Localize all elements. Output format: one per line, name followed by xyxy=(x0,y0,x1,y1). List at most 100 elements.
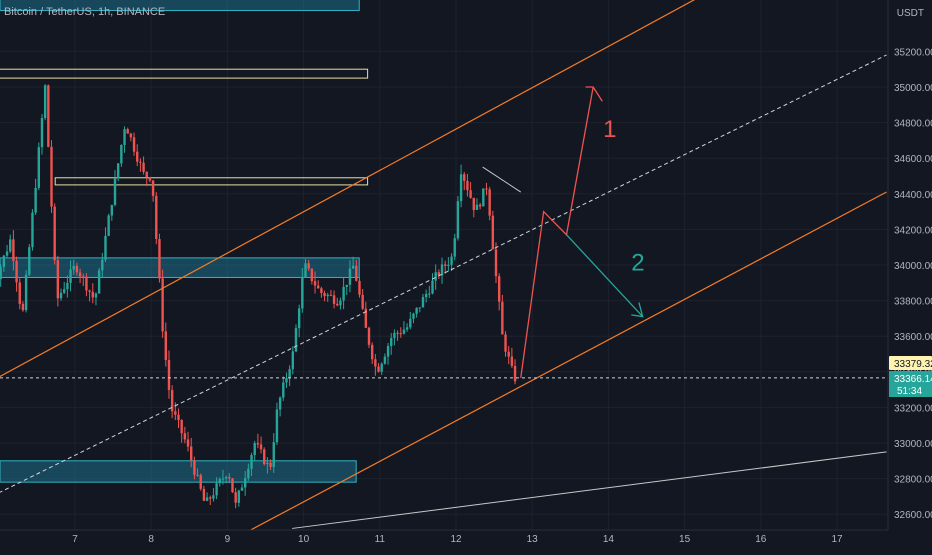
candle-body xyxy=(59,292,63,299)
candle-body xyxy=(148,177,152,181)
price-tick-label: 32600.00 xyxy=(894,510,932,521)
candle-body xyxy=(63,289,66,293)
candle-body xyxy=(142,162,145,172)
candle-body xyxy=(199,475,202,489)
candle-body xyxy=(78,272,82,277)
candle-body xyxy=(434,272,437,281)
drawings: 12 xyxy=(0,0,888,531)
time-tick-label: 13 xyxy=(527,534,539,545)
candle-body xyxy=(329,294,333,296)
candle-body xyxy=(164,331,168,360)
candle-body xyxy=(472,197,475,210)
time-tick-label: 8 xyxy=(148,534,154,545)
candle-body xyxy=(2,255,6,267)
candle-body xyxy=(85,276,88,291)
candle-body xyxy=(364,308,368,328)
candle-body xyxy=(180,419,183,434)
candle-body xyxy=(405,327,409,330)
candle-body xyxy=(170,390,174,412)
candle-body xyxy=(304,263,307,278)
current-price-label: 33366.14 xyxy=(894,374,932,385)
last-price-badge: 33379.32 xyxy=(894,359,932,370)
candle-body xyxy=(126,129,129,134)
candle-body xyxy=(212,495,215,499)
candle-body xyxy=(12,239,15,261)
candle-body xyxy=(421,297,425,308)
candle-body xyxy=(437,272,441,276)
candle-body xyxy=(491,215,495,250)
time-tick-label: 7 xyxy=(72,534,78,545)
candle-body xyxy=(507,351,510,357)
candle-body xyxy=(224,477,228,479)
candle-body xyxy=(453,238,456,257)
candle-body xyxy=(396,332,399,334)
candle-body xyxy=(440,264,444,276)
candle-body xyxy=(266,462,269,465)
candle-body xyxy=(297,308,301,329)
candle-body xyxy=(475,204,479,210)
candle-body xyxy=(272,442,275,467)
resistance-zone-box xyxy=(0,257,360,278)
candle-body xyxy=(285,378,288,383)
channel-mid-line xyxy=(0,54,887,493)
candle-body xyxy=(332,295,336,304)
price-tick-label: 32800.00 xyxy=(894,475,932,486)
candle-body xyxy=(367,327,371,345)
candle-body xyxy=(110,204,114,216)
scenario-1-arrowhead xyxy=(585,86,603,102)
candle-body xyxy=(323,292,326,297)
candle-body xyxy=(66,282,69,290)
candle-body xyxy=(336,303,339,306)
candle-body xyxy=(424,293,428,298)
candle-body xyxy=(237,490,241,503)
candle-body xyxy=(21,303,25,311)
candle-body xyxy=(275,409,279,443)
price-axis-unit[interactable]: USDT xyxy=(896,8,924,19)
last-price-badge-bg xyxy=(889,356,932,370)
candle-body xyxy=(339,300,342,306)
scenario-2-label: 2 xyxy=(631,249,644,276)
candle-body xyxy=(355,265,358,281)
time-tick-label: 16 xyxy=(755,534,767,545)
candle-body xyxy=(202,488,206,501)
candle-body xyxy=(294,328,298,352)
candle-body xyxy=(97,270,101,294)
candle-body xyxy=(82,276,85,278)
candle-body xyxy=(56,260,60,299)
candle-body xyxy=(469,190,472,198)
time-tick-label: 12 xyxy=(450,534,462,545)
candle-body xyxy=(447,264,450,266)
short-trendline xyxy=(482,166,522,193)
time-tick-label: 17 xyxy=(831,534,843,545)
candle-body xyxy=(415,307,418,314)
current-price-badge-bg xyxy=(889,371,932,397)
candle-body xyxy=(269,462,272,467)
candle-body xyxy=(320,288,323,293)
chart-title: Bitcoin / TetherUS, 1h, BINANCE xyxy=(4,6,166,18)
countdown-label: 51:34 xyxy=(897,386,922,397)
candle-body xyxy=(380,363,383,372)
candle-body xyxy=(107,215,110,236)
price-tick-label: 34400.00 xyxy=(894,190,932,201)
price-tick-label: 34000.00 xyxy=(894,261,932,272)
candle-body xyxy=(409,318,412,328)
candle-body xyxy=(209,497,212,499)
candle-body xyxy=(47,85,50,147)
time-tick-label: 15 xyxy=(679,534,691,545)
candle-body xyxy=(101,259,104,271)
candle-body xyxy=(399,333,402,335)
candle-body xyxy=(374,359,377,367)
candle-body xyxy=(497,276,501,302)
support-zone-box xyxy=(0,460,357,483)
candle-body xyxy=(151,180,155,196)
candle-body xyxy=(72,265,75,270)
candle-body xyxy=(218,479,221,484)
candle-body xyxy=(291,351,295,370)
candle-body xyxy=(120,144,123,164)
candle-body xyxy=(139,161,142,163)
candle-body xyxy=(116,163,120,179)
candle-body xyxy=(510,356,514,366)
